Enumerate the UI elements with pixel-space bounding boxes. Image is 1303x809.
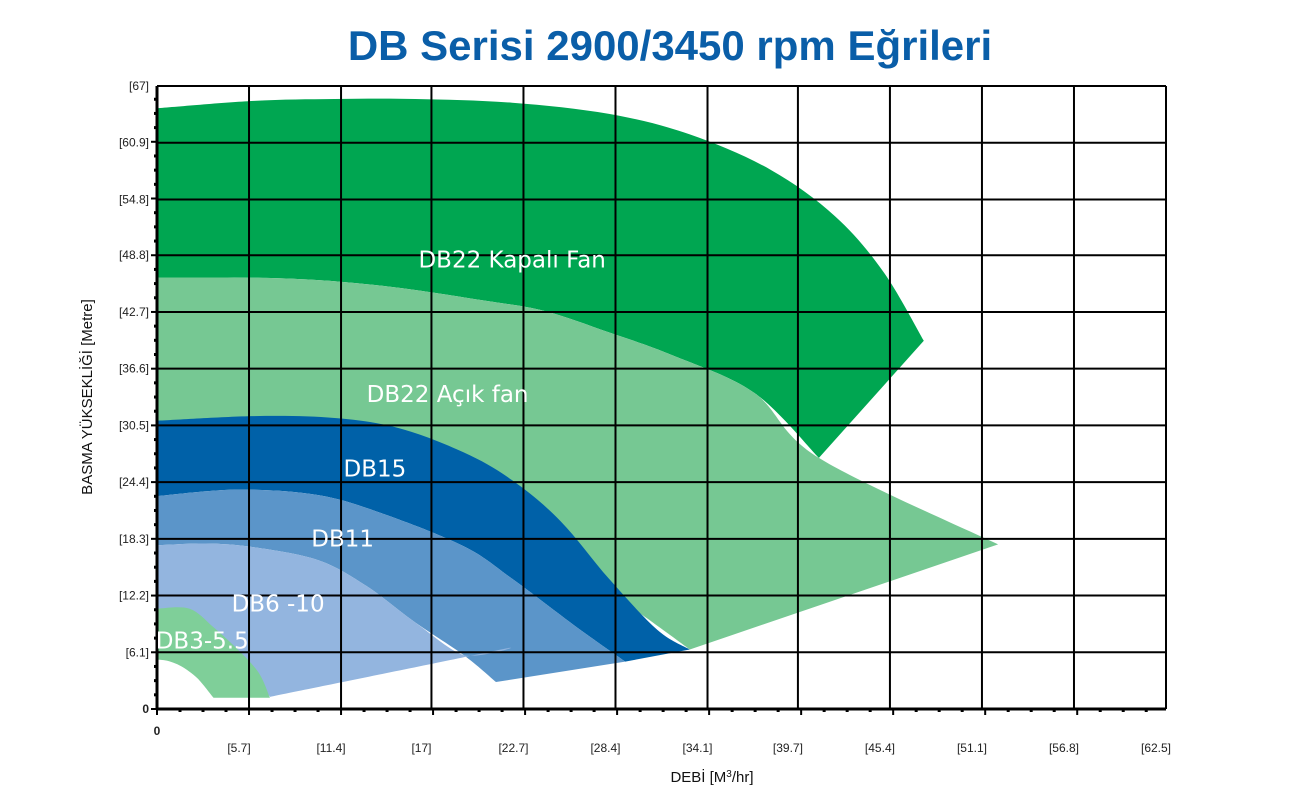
region-label-2: DB15: [344, 457, 407, 483]
y-tick-label-5: [36.6]: [119, 362, 149, 376]
y-tick-label-9: [60.9]: [119, 136, 149, 150]
region-label-1: DB22 Açık fan: [367, 382, 529, 408]
y-tick-label-3: [24.4]: [119, 475, 149, 489]
x-axis-title: DEBİ [M3/hr]: [670, 768, 753, 786]
x-tick-label-6: [39.7]: [773, 741, 803, 755]
y-tick-label-1: [12.2]: [119, 589, 149, 603]
region-label-4: DB6 -10: [232, 591, 325, 617]
x-tick-label-7: [45.4]: [865, 741, 895, 755]
y-axis-title: BASMA YÜKSEKLİĞİ [Metre]: [78, 299, 96, 495]
x-tick-label-10: [62.5]: [1141, 741, 1171, 755]
x-tick-label-1: [11.4]: [316, 741, 345, 755]
region-labels: DB22 Kapalı Fan DB22 Açık fan DB15 DB11 DB6 …: [156, 247, 606, 654]
x-tick-label-2: [17]: [411, 741, 431, 755]
x-tick-label-4: [28.4]: [590, 741, 620, 755]
grid: [155, 85, 1167, 711]
region-label-5: DB3-5.5: [156, 629, 249, 655]
region-1: [157, 277, 999, 650]
x-tick-label-0: [5.7]: [227, 741, 250, 755]
region-label-3: DB11: [311, 526, 374, 552]
region-3: [157, 489, 626, 682]
y-origin-label: 0: [142, 702, 149, 716]
ticks: [6.1] [12.2] [18.3] [24.4] [30.5] [36.6] [42.7…: [119, 79, 1171, 755]
y-tick-label-4: [30.5]: [119, 418, 149, 432]
x-tick-label-5: [34.1]: [682, 741, 712, 755]
y-tick-label-7: [48.8]: [119, 248, 149, 262]
y-tick-label-2: [18.3]: [119, 532, 149, 546]
chart-title: DB Serisi 2900/3450 rpm Eğrileri: [347, 22, 993, 69]
y-tick-label-0: [6.1]: [126, 645, 149, 659]
x-origin-label: 0: [154, 724, 161, 738]
x-tick-label-9: [56.8]: [1049, 741, 1079, 755]
y-tick-label-10: [67]: [129, 79, 149, 93]
region-label-0: DB22 Kapalı Fan: [418, 247, 605, 273]
x-tick-label-8: [51.1]: [957, 741, 987, 755]
region-2: [157, 415, 690, 662]
x-tick-label-3: [22.7]: [498, 741, 528, 755]
y-tick-label-6: [42.7]: [119, 305, 149, 319]
y-tick-label-8: [54.8]: [119, 192, 149, 206]
